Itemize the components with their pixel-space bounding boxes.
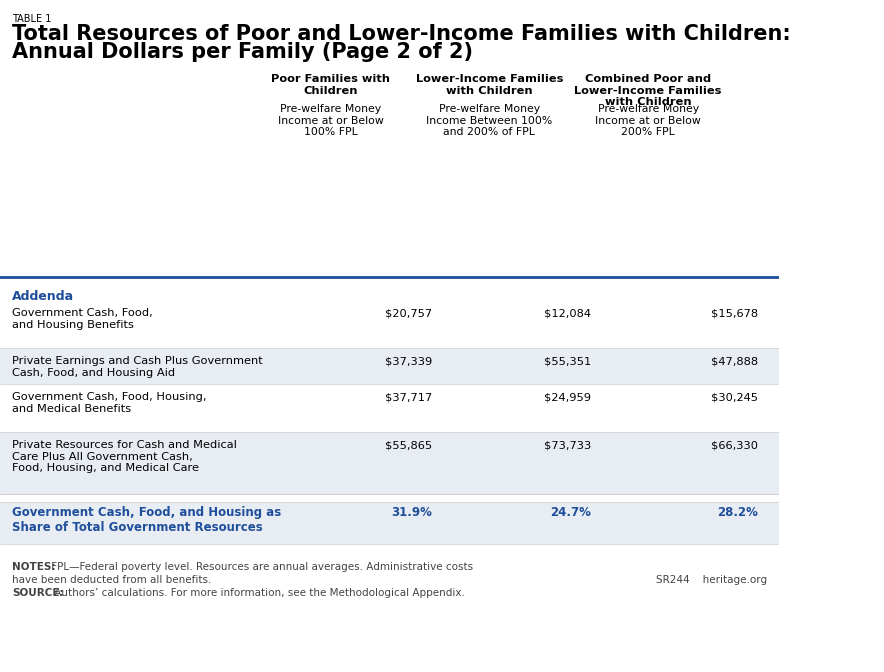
Text: $55,351: $55,351 [544, 356, 591, 366]
Text: 31.9%: 31.9% [392, 506, 432, 519]
Text: Poor Families with
Children: Poor Families with Children [271, 74, 390, 95]
Text: Pre-welfare Money
Income at or Below
100% FPL: Pre-welfare Money Income at or Below 100… [278, 104, 384, 137]
Text: $12,084: $12,084 [544, 308, 591, 318]
Text: 28.2%: 28.2% [718, 506, 758, 519]
Text: TABLE 1: TABLE 1 [12, 14, 52, 24]
Text: Government Cash, Food, and Housing as
Share of Total Government Resources: Government Cash, Food, and Housing as Sh… [12, 506, 282, 534]
Text: Combined Poor and
Lower-Income Families
with Children: Combined Poor and Lower-Income Families … [575, 74, 722, 108]
Text: $20,757: $20,757 [385, 308, 432, 318]
Text: $30,245: $30,245 [712, 392, 758, 402]
Text: FPL—Federal poverty level. Resources are annual averages. Administrative costs: FPL—Federal poverty level. Resources are… [48, 562, 473, 572]
Text: Pre-welfare Money
Income Between 100%
and 200% of FPL: Pre-welfare Money Income Between 100% an… [426, 104, 552, 137]
Text: $37,339: $37,339 [385, 356, 432, 366]
FancyBboxPatch shape [0, 348, 780, 384]
Text: NOTES:: NOTES: [12, 562, 56, 572]
Text: Private Earnings and Cash Plus Government
Cash, Food, and Housing Aid: Private Earnings and Cash Plus Governmen… [12, 356, 263, 378]
Text: Addenda: Addenda [12, 290, 74, 303]
Text: Government Cash, Food,
and Housing Benefits: Government Cash, Food, and Housing Benef… [12, 308, 153, 329]
FancyBboxPatch shape [0, 432, 780, 494]
Text: have been deducted from all benefits.: have been deducted from all benefits. [12, 575, 212, 585]
Text: Pre-welfare Money
Income at or Below
200% FPL: Pre-welfare Money Income at or Below 200… [595, 104, 701, 137]
Text: SR244    heritage.org: SR244 heritage.org [656, 575, 767, 585]
Text: $15,678: $15,678 [712, 308, 758, 318]
Text: Authors’ calculations. For more information, see the Methodological Appendix.: Authors’ calculations. For more informat… [51, 588, 465, 598]
Text: Total Resources of Poor and Lower-Income Families with Children:: Total Resources of Poor and Lower-Income… [12, 24, 791, 44]
Text: Government Cash, Food, Housing,
and Medical Benefits: Government Cash, Food, Housing, and Medi… [12, 392, 207, 413]
Text: Lower-Income Families
with Children: Lower-Income Families with Children [415, 74, 563, 95]
Text: $47,888: $47,888 [712, 356, 758, 366]
Text: SOURCE:: SOURCE: [12, 588, 64, 598]
FancyBboxPatch shape [0, 502, 780, 544]
Text: $24,959: $24,959 [544, 392, 591, 402]
Text: $37,717: $37,717 [385, 392, 432, 402]
Text: Private Resources for Cash and Medical
Care Plus All Government Cash,
Food, Hous: Private Resources for Cash and Medical C… [12, 440, 237, 473]
Text: $73,733: $73,733 [544, 440, 591, 450]
Text: $66,330: $66,330 [712, 440, 758, 450]
Text: 24.7%: 24.7% [550, 506, 591, 519]
Text: Annual Dollars per Family (Page 2 of 2): Annual Dollars per Family (Page 2 of 2) [12, 42, 473, 62]
Text: $55,865: $55,865 [385, 440, 432, 450]
